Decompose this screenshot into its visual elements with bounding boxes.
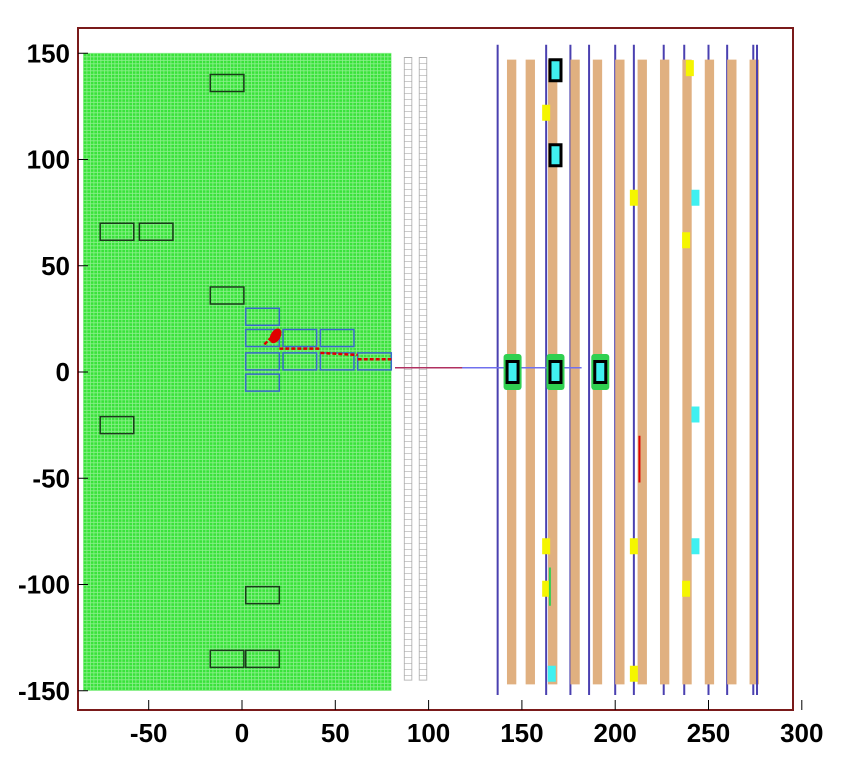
dark-box [209, 649, 245, 669]
y-tick-label: 100 [27, 145, 70, 175]
cyan-module [548, 143, 563, 168]
blue-box [356, 352, 393, 371]
blue-box [244, 373, 281, 392]
station-bar [704, 59, 715, 685]
blue-box [319, 328, 355, 348]
y-axis: 150 100 50 0 -50 -100 -150 [18, 38, 88, 706]
track-segment [263, 328, 281, 346]
y-tick-label: -50 [32, 463, 70, 493]
strip-columns [403, 57, 428, 681]
module-core [551, 61, 560, 80]
x-tick-label: -50 [130, 718, 168, 748]
yellow-hit [629, 189, 638, 206]
cyan-hit [691, 406, 700, 423]
track-blob [269, 328, 282, 344]
dark-box [244, 585, 281, 605]
cyan-module [546, 354, 565, 390]
track-segment [320, 351, 358, 357]
dark-box [138, 222, 174, 241]
calorimeter [83, 52, 392, 691]
x-tick-label: 0 [235, 718, 249, 748]
station-bar [659, 59, 670, 685]
cyan-hit [547, 665, 556, 682]
yellow-hit [629, 538, 638, 555]
y-tick-label: 0 [56, 357, 70, 387]
dark-box [99, 222, 135, 241]
station-bar [749, 59, 759, 685]
dark-box [244, 649, 281, 669]
x-tick-label: 150 [500, 718, 543, 748]
blue-box [244, 352, 281, 371]
y-tick-label: 150 [27, 38, 70, 68]
station-bar [682, 59, 692, 685]
cyan-module [548, 58, 563, 83]
cyan-hit [691, 538, 700, 555]
blue-box [282, 352, 318, 371]
module-core [551, 146, 560, 165]
x-tick-label: 300 [780, 718, 823, 748]
x-axis: -50 0 50 100 150 200 250 300 [130, 700, 823, 748]
x-tick-label: 100 [407, 718, 450, 748]
yellow-hit [542, 538, 551, 555]
dark-boxes [99, 73, 281, 669]
strip-ticks [404, 57, 412, 676]
yellow-hit [542, 580, 551, 597]
y-tick-label: -150 [18, 676, 70, 706]
yellow-hit [685, 60, 694, 77]
cyan-hit [691, 189, 700, 206]
module-core [551, 363, 560, 381]
station-bar [637, 59, 647, 685]
dark-box [99, 415, 135, 435]
hits [503, 58, 700, 682]
cyan-module [591, 354, 610, 390]
strip-column [403, 57, 413, 681]
station-bar [615, 59, 625, 685]
blue-box [319, 352, 355, 371]
yellow-hit [682, 232, 691, 249]
y-tick-label: -100 [18, 570, 70, 600]
blue-box [282, 328, 318, 348]
dark-box [209, 73, 245, 93]
dark-box [209, 286, 245, 305]
y-tick-label: 50 [41, 251, 70, 281]
x-tick-label: 50 [321, 718, 350, 748]
cyan-module [503, 354, 522, 390]
yellow-hit [542, 104, 551, 121]
yellow-hit [682, 580, 691, 597]
strip-column [418, 57, 428, 681]
x-tick-label: 250 [687, 718, 730, 748]
x-tick-label: 200 [594, 718, 637, 748]
station-bar [570, 59, 580, 685]
module-core [508, 363, 517, 381]
blue-box [244, 307, 281, 326]
yellow-hit [629, 665, 638, 682]
station-bar [727, 59, 737, 685]
station-bar [525, 59, 535, 685]
tracks [263, 328, 392, 361]
module-core [596, 363, 605, 381]
strip-ticks [419, 57, 427, 676]
